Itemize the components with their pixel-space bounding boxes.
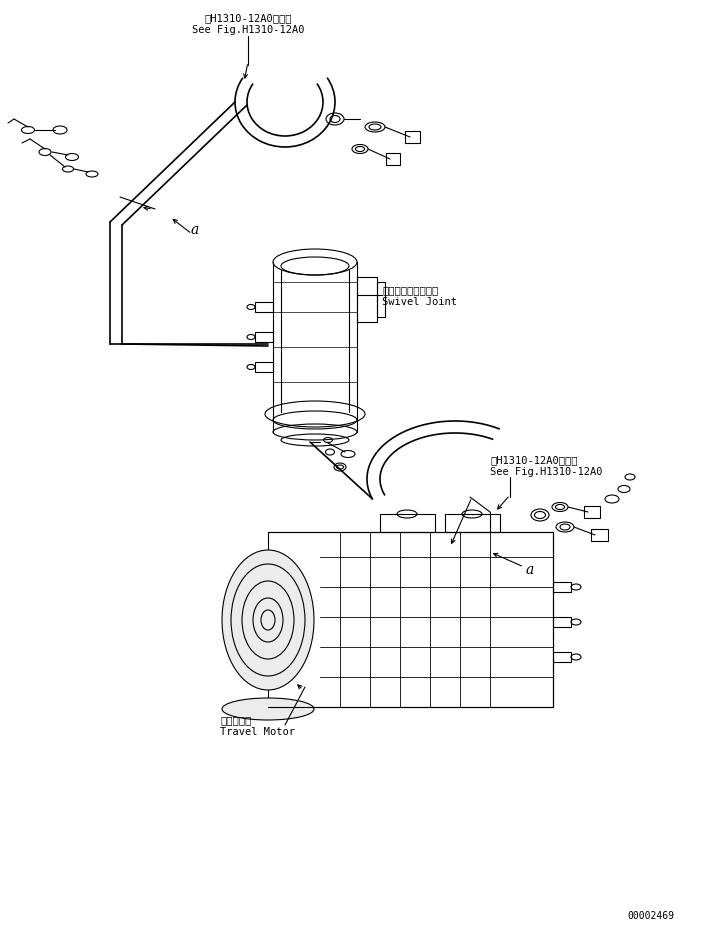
Text: 第H1310-12A0図参照: 第H1310-12A0図参照: [204, 13, 292, 23]
Text: a: a: [191, 222, 199, 236]
Bar: [255, 303, 273, 312]
Bar: [553, 653, 571, 662]
Ellipse shape: [222, 698, 314, 720]
Bar: [553, 582, 571, 592]
Ellipse shape: [222, 551, 314, 691]
Bar: [255, 362, 273, 373]
Text: 第H1310-12A0図参照: 第H1310-12A0図参照: [490, 454, 578, 464]
Text: Travel Motor: Travel Motor: [220, 726, 295, 736]
Bar: [268, 532, 553, 707]
Text: Swivel Joint: Swivel Joint: [382, 297, 457, 307]
Text: See Fig.H1310-12A0: See Fig.H1310-12A0: [490, 466, 602, 476]
Text: 走行モータ: 走行モータ: [220, 714, 251, 724]
Text: See Fig.H1310-12A0: See Fig.H1310-12A0: [192, 25, 304, 35]
Text: 00002469: 00002469: [627, 910, 674, 920]
Bar: [377, 283, 385, 318]
Text: a: a: [526, 563, 534, 577]
Text: スイベルジョイント: スイベルジョイント: [382, 285, 438, 295]
Bar: [255, 333, 273, 343]
Bar: [357, 278, 377, 323]
Bar: [553, 617, 571, 628]
Bar: [445, 514, 500, 532]
Bar: [380, 514, 435, 532]
